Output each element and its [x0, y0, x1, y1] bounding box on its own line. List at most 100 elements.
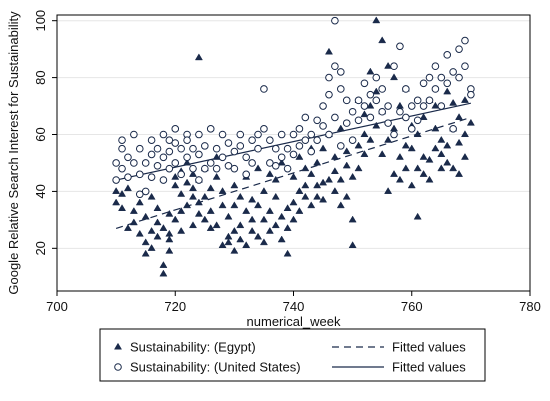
- us-point: [242, 170, 250, 179]
- egypt-point: [112, 198, 121, 206]
- egypt-point: [301, 192, 310, 200]
- egypt-point: [212, 221, 221, 229]
- egypt-point: [443, 141, 452, 149]
- us-point: [135, 144, 144, 153]
- egypt-point: [384, 61, 393, 69]
- egypt-point: [141, 212, 150, 220]
- us-point: [360, 102, 369, 110]
- egypt-point: [330, 167, 339, 175]
- egypt-point: [319, 144, 328, 152]
- us-point: [390, 62, 398, 71]
- egypt-point: [188, 192, 197, 200]
- egypt-point: [366, 101, 375, 109]
- us-point: [147, 150, 156, 159]
- egypt-point: [395, 175, 404, 183]
- egypt-point: [248, 215, 257, 223]
- egypt-point: [319, 178, 328, 186]
- egypt-point: [259, 187, 268, 194]
- us-point: [130, 159, 138, 167]
- us-point: [437, 73, 446, 82]
- legend-box: [99, 328, 486, 382]
- egypt-point: [218, 187, 227, 194]
- egypt-point: [390, 73, 399, 81]
- us-point: [402, 113, 410, 122]
- legend-triangle-marker: [113, 342, 123, 350]
- us-point: [360, 79, 369, 88]
- egypt-point: [431, 144, 440, 152]
- us-point: [372, 73, 381, 82]
- egypt-point: [206, 184, 215, 192]
- egypt-point: [218, 201, 227, 209]
- y-tick-label: 40: [33, 184, 48, 198]
- egypt-point: [177, 226, 186, 234]
- egypt-point: [313, 192, 322, 200]
- us-point: [271, 144, 280, 153]
- us-point: [266, 136, 274, 144]
- us-point: [313, 116, 321, 125]
- egypt-point: [135, 229, 144, 237]
- egypt-point: [200, 215, 209, 223]
- egypt-point: [153, 218, 162, 226]
- egypt-point: [242, 207, 251, 214]
- egypt-point: [407, 144, 416, 152]
- egypt-point: [171, 172, 180, 180]
- us-point: [171, 125, 180, 133]
- egypt-point: [336, 175, 345, 183]
- egypt-point: [289, 198, 298, 206]
- us-point: [254, 144, 262, 153]
- egypt-point: [455, 138, 464, 146]
- egypt-point: [384, 187, 393, 194]
- us-point: [354, 96, 363, 105]
- us-point: [313, 136, 321, 144]
- us-point: [396, 107, 404, 116]
- egypt-point: [342, 147, 351, 155]
- egypt-point: [194, 198, 203, 206]
- us-point: [331, 62, 339, 71]
- us-point: [118, 136, 126, 144]
- y-tick-label: 60: [33, 127, 48, 141]
- egypt-point: [271, 175, 280, 183]
- egypt-point: [419, 170, 428, 177]
- egypt-point: [460, 96, 469, 103]
- egypt-point: [449, 164, 458, 172]
- egypt-point: [360, 150, 369, 157]
- us-point: [396, 42, 404, 51]
- egypt-point: [248, 226, 257, 234]
- egypt-point: [271, 221, 280, 229]
- us-point: [177, 170, 185, 179]
- us-point: [354, 116, 363, 125]
- legend-label: Fitted values: [392, 360, 466, 375]
- us-point: [277, 130, 286, 139]
- us-point: [135, 170, 144, 179]
- egypt-point: [348, 215, 357, 223]
- egypt-point: [118, 204, 127, 212]
- egypt-point: [336, 201, 345, 209]
- us-point: [212, 164, 221, 173]
- egypt-point: [224, 238, 233, 246]
- egypt-point: [259, 215, 268, 223]
- x-tick-label: 700: [46, 299, 68, 314]
- egypt-point: [390, 170, 399, 177]
- egypt-point: [354, 164, 363, 172]
- us-point: [165, 136, 174, 144]
- us-point: [319, 102, 327, 110]
- us-point: [455, 45, 463, 53]
- egypt-point: [313, 181, 322, 189]
- egypt-point: [206, 207, 215, 214]
- us-point: [195, 176, 203, 184]
- egypt-point: [236, 221, 245, 229]
- egypt-point: [242, 241, 251, 248]
- egypt-point: [449, 98, 458, 106]
- data-points: [112, 16, 475, 277]
- egypt-point: [324, 175, 333, 183]
- egypt-point: [177, 189, 186, 197]
- us-point: [461, 62, 469, 71]
- us-point: [372, 96, 381, 105]
- us-point: [337, 68, 345, 76]
- x-tick-label: 780: [519, 299, 541, 314]
- egypt-point: [230, 201, 239, 209]
- us-point: [266, 159, 274, 167]
- egypt-point: [336, 124, 345, 132]
- egypt-point: [277, 235, 286, 243]
- egypt-point: [360, 110, 369, 118]
